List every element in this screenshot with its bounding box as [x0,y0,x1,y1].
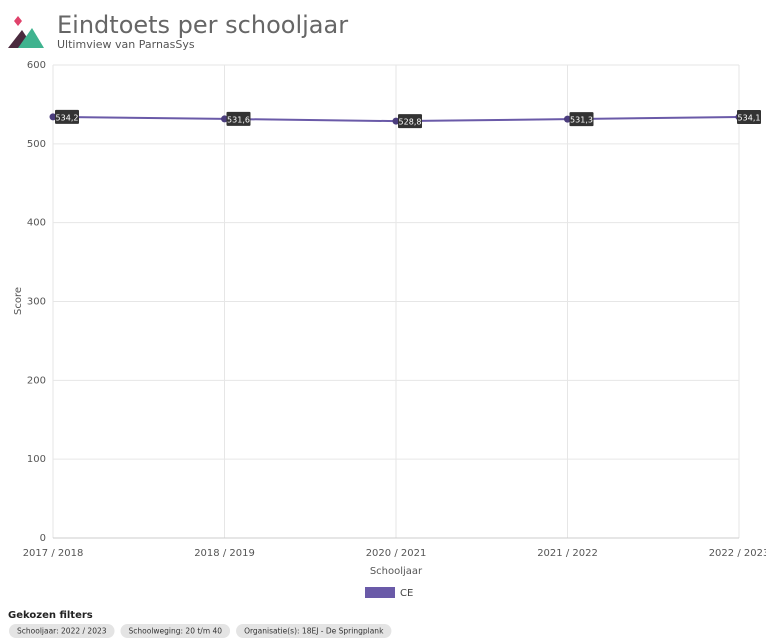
data-label-text: 534,2 [56,113,79,122]
x-tick-label: 2020 / 2021 [366,548,427,559]
filter-chip-text: Schoolweging: 20 t/m 40 [129,627,223,636]
filter-chip-bg [236,624,392,638]
x-tick-label: 2017 / 2018 [23,548,84,559]
filters-title: Gekozen filters [8,610,93,621]
data-label-box [226,111,251,126]
data-label-box [569,112,594,127]
filter-chip-bg [120,624,231,638]
data-label: 528,8 [398,114,422,129]
y-tick-label: 500 [27,139,46,150]
data-label: 531,3 [569,112,594,127]
data-point [392,117,400,125]
filter-chip-text: Organisatie(s): 18EJ - De Springplank [244,627,384,636]
logo [8,16,44,48]
x-tick-label: 2021 / 2022 [537,548,598,559]
filter-chip: Organisatie(s): 18EJ - De Springplank [236,624,392,638]
chart-title: Eindtoets per schooljaar [57,11,348,39]
data-point [49,113,57,121]
data-label: 531,6 [226,111,251,126]
filter-chip-bg [9,624,115,638]
y-axis-label: Score [13,287,24,315]
y-tick-label: 300 [27,297,46,308]
legend-swatch [365,587,395,598]
data-label-text: 531,6 [227,115,250,124]
data-label: 534,2 [55,109,79,124]
filter-chip-text: Schooljaar: 2022 / 2023 [17,627,107,636]
x-axis-label: Schooljaar [370,566,423,577]
chart-subtitle: Ultimview van ParnasSys [57,38,195,51]
filter-chip: Schooljaar: 2022 / 2023 [9,624,115,638]
data-label-box [398,114,422,129]
data-label: 534,1 [737,109,761,124]
y-tick-label: 200 [27,375,46,386]
data-point [221,115,228,123]
data-label-box [55,109,79,124]
data-label-box [737,109,761,124]
y-tick-label: 100 [27,454,46,465]
filter-chip: Schoolweging: 20 t/m 40 [120,624,231,638]
data-label-text: 531,3 [570,116,593,125]
data-label-text: 528,8 [399,118,422,127]
y-tick-label: 600 [27,60,46,71]
y-tick-label: 0 [40,533,46,544]
x-tick-label: 2022 / 2023 [709,548,766,559]
data-point [564,115,571,123]
y-tick-label: 400 [27,218,46,229]
data-label-text: 534,1 [738,113,761,122]
legend-label: CE [400,588,413,599]
x-tick-label: 2018 / 2019 [194,548,255,559]
